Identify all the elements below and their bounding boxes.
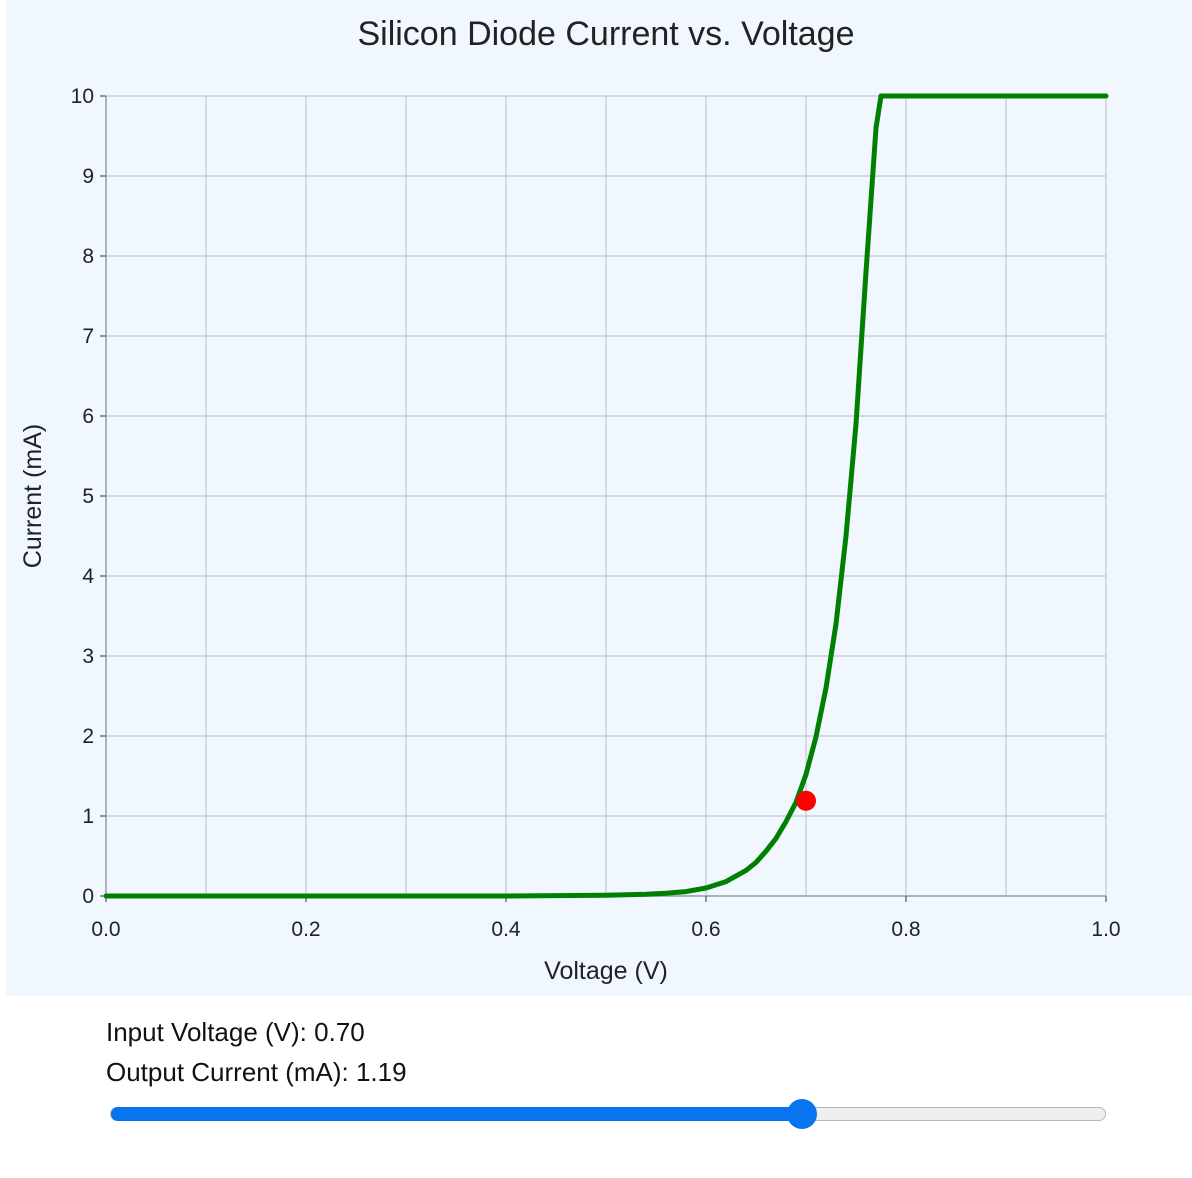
y-tick-label: 9 <box>82 165 94 188</box>
diode-iv-chart: Silicon Diode Current vs. Voltage 0.0 0.2… <box>19 15 1121 985</box>
y-tick-label: 3 <box>82 645 94 668</box>
operating-point <box>796 790 816 811</box>
x-tick-label: 0.4 <box>491 918 521 941</box>
input-voltage-readout: Input Voltage (V): 0.70 <box>106 1017 365 1047</box>
y-tick-label: 4 <box>82 565 94 588</box>
y-tick-label: 1 <box>82 805 94 828</box>
series-line <box>103 93 1109 899</box>
voltage-slider[interactable] <box>110 1099 1106 1129</box>
x-tick-label: 0.0 <box>91 918 120 941</box>
chart-panel: Silicon Diode Current vs. Voltage 0.0 0.2… <box>6 0 1192 996</box>
x-axis: 0.0 0.2 0.4 0.6 0.8 1.0 <box>91 896 1121 941</box>
grid <box>105 95 1107 897</box>
y-tick-label: 10 <box>71 85 94 108</box>
output-current-readout: Output Current (mA): 1.19 <box>106 1057 407 1087</box>
y-tick-label: 8 <box>82 245 94 268</box>
x-tick-label: 0.8 <box>891 918 920 941</box>
slider-thumb[interactable] <box>787 1099 818 1129</box>
y-tick-label: 0 <box>82 885 94 908</box>
x-tick-label: 0.6 <box>691 918 720 941</box>
y-tick-label: 6 <box>82 405 94 428</box>
series-layer <box>103 93 1109 899</box>
slider-fill <box>111 1107 803 1121</box>
marker-layer <box>796 790 816 811</box>
controls-panel: Input Voltage (V): 0.70 Output Current (… <box>106 1012 1116 1129</box>
y-axis: 0 1 2 3 4 5 6 7 8 9 10 <box>71 85 106 908</box>
y-tick-label: 2 <box>82 725 94 748</box>
y-tick-label: 7 <box>82 325 94 348</box>
x-tick-label: 1.0 <box>1091 918 1120 941</box>
chart-title: Silicon Diode Current vs. Voltage <box>357 15 854 53</box>
y-axis-label: Current (mA) <box>19 424 47 568</box>
y-tick-label: 5 <box>82 485 94 508</box>
x-axis-label: Voltage (V) <box>544 957 668 985</box>
x-tick-label: 0.2 <box>291 918 320 941</box>
